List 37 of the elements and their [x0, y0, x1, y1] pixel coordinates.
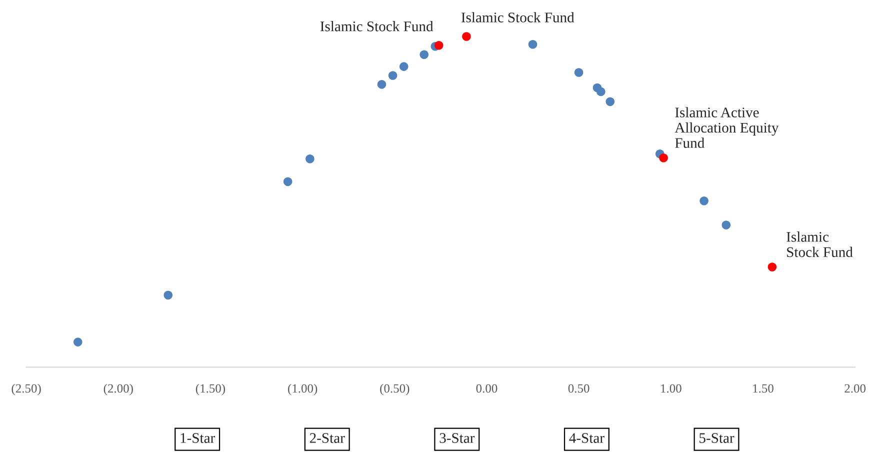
- point: [659, 153, 668, 162]
- point: [596, 87, 606, 96]
- x-tick-label: 0.00: [476, 384, 498, 393]
- point: [768, 262, 777, 272]
- text: 2-Star: [310, 433, 345, 443]
- point: [606, 97, 615, 106]
- text: 3-Star: [440, 433, 475, 443]
- point: [377, 80, 386, 89]
- x-tick-label: (0.50): [380, 384, 410, 396]
- point: [722, 220, 731, 230]
- point: [73, 338, 82, 346]
- point: [528, 40, 538, 49]
- annotation: Islamic Active Allocation Equity Fund: [674, 107, 779, 148]
- point: [462, 32, 471, 41]
- point: [399, 62, 408, 71]
- text: 5-Star: [700, 433, 734, 443]
- x-tick-label: 1.50: [753, 384, 774, 393]
- point: [388, 71, 398, 80]
- annotation: Islamic Stock Fund: [320, 21, 434, 32]
- x-tick-label: (1.50): [196, 384, 226, 396]
- annotation: Islamic Stock Fund: [786, 232, 853, 258]
- annotation: Islamic Stock Fund: [461, 12, 574, 22]
- point: [434, 41, 444, 50]
- point: [306, 154, 314, 164]
- x-tick-label: 2.00: [844, 384, 866, 393]
- point: [283, 177, 292, 186]
- x-tick-label: (2.00): [104, 384, 133, 396]
- text: 4-Star: [569, 433, 604, 443]
- text: 1-Star: [180, 433, 216, 443]
- point: [164, 290, 173, 300]
- point: [574, 68, 584, 77]
- point: [700, 196, 708, 206]
- x-tick-label: (2.50): [12, 384, 41, 396]
- x-tick-label: 1.00: [661, 384, 682, 393]
- point: [420, 50, 429, 60]
- x-tick-label: 0.50: [568, 384, 590, 393]
- x-tick-label: (1.00): [288, 384, 318, 396]
